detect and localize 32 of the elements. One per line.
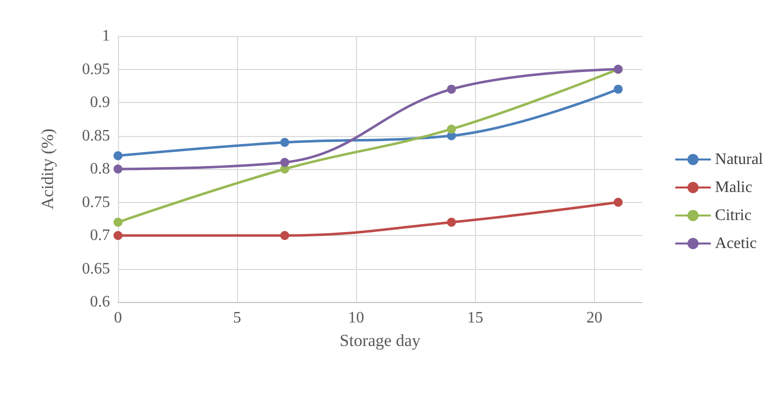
point [280, 158, 290, 167]
point [446, 218, 456, 227]
point [614, 198, 623, 207]
legend-label: Acetic [715, 235, 757, 252]
x-tick-label: 0 [114, 310, 122, 326]
x-tick-label: 5 [233, 310, 242, 326]
x-tick-label: 10 [348, 310, 364, 326]
point [114, 151, 122, 160]
legend-label: Citric [715, 207, 752, 224]
x-tick-label: 20 [586, 310, 602, 326]
point [280, 138, 290, 147]
x-axis-title: Storage day [340, 331, 421, 350]
legend-label: Natural [715, 151, 764, 168]
y-tick-label: 0.9 [90, 94, 110, 111]
y-axis-title: Acidity (%) [38, 128, 57, 210]
point [614, 84, 623, 94]
y-tick-label: 0.95 [82, 60, 110, 78]
y-tick-label: 0.8 [90, 160, 110, 178]
point [446, 84, 456, 94]
y-tick-label: 0.6 [90, 294, 110, 310]
y-tick-label: 0.75 [82, 194, 110, 211]
x-tick-label: 15 [467, 310, 484, 326]
point [114, 164, 122, 174]
y-tick-label: 0.7 [90, 227, 110, 244]
point [114, 231, 122, 240]
y-tick-label: 0.85 [82, 127, 110, 144]
point [114, 218, 122, 227]
legend-label: Malic [715, 179, 752, 196]
point [446, 124, 456, 134]
point [280, 231, 290, 240]
y-tick-label: 1 [102, 28, 110, 44]
y-tick-label: 0.65 [82, 260, 110, 278]
